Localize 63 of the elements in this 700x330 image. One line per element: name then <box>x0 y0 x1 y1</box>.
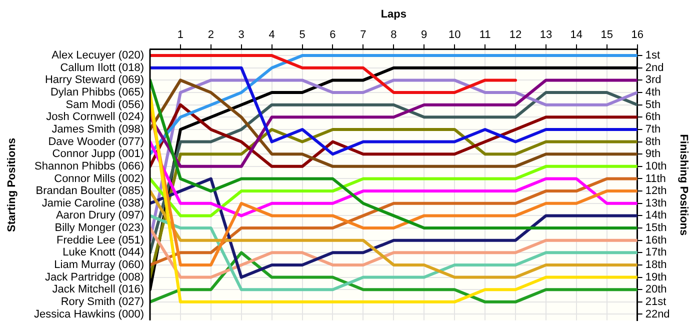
series-label: Harry Steward (069) <box>44 74 144 86</box>
y-tick-label: 15th <box>645 222 667 234</box>
y-tick-label: 12th <box>645 185 667 198</box>
y-tick-label: 5th <box>645 98 661 111</box>
x-tick-label: 2 <box>208 28 214 41</box>
x-tick-label: 11 <box>479 28 491 41</box>
series-label: Sam Modi (056) <box>66 98 144 111</box>
series-label: Rory Smith (027) <box>60 296 144 308</box>
series-label: James Smith (098) <box>52 124 144 136</box>
x-tick-label: 15 <box>600 28 613 41</box>
series-label: Aaron Drury (097) <box>56 210 144 222</box>
y-tick-label: 22nd <box>645 308 670 320</box>
y-tick-label: 6th <box>645 111 661 124</box>
x-tick-label: 9 <box>421 28 428 41</box>
x-tick-label: 12 <box>509 28 522 41</box>
x-tick-label: 8 <box>390 28 397 41</box>
y-tick-label: 1st <box>645 50 660 62</box>
series-label: Liam Murray (060) <box>54 259 144 271</box>
x-tick-label: 13 <box>540 28 552 41</box>
series-label: Connor Jupp (001) <box>52 148 144 160</box>
x-tick-label: 4 <box>268 28 275 41</box>
y-tick-label: 13th <box>645 197 667 210</box>
series-label: Shannon Phibbs (066) <box>34 160 144 172</box>
y-tick-label: 7th <box>645 124 661 136</box>
x-tick-label: 10 <box>448 28 461 41</box>
series-label: Connor Mills (002) <box>54 172 144 185</box>
y-tick-label: 4th <box>645 86 661 99</box>
x-tick-label: 7 <box>360 28 366 41</box>
x-tick-label: 3 <box>238 28 244 41</box>
series-label: Callum Ilott (018) <box>60 62 144 74</box>
x-tick-label: 1 <box>177 28 184 41</box>
series-label: Jack Partridge (008) <box>44 271 144 284</box>
y-tick-label: 19th <box>645 271 667 284</box>
x-tick-label: 5 <box>299 28 306 41</box>
y-tick-label: 21st <box>645 296 666 308</box>
x-axis-title: Laps <box>380 8 407 21</box>
text: Starting Positions <box>6 138 18 232</box>
x-tick-label: 6 <box>330 28 336 41</box>
series-label: Alex Lecuyer (020) <box>52 50 144 62</box>
y-tick-label: 16th <box>645 234 667 246</box>
series-label: Jamie Caroline (038) <box>42 197 144 210</box>
y-tick-label: 18th <box>645 259 667 271</box>
y-tick-label: 2nd <box>645 62 664 74</box>
y-tick-label: 10th <box>645 160 667 172</box>
series-label: Dylan Phibbs (065) <box>50 86 144 99</box>
series-label: Freddie Lee (051) <box>56 234 144 246</box>
series-label: Luke Knott (044) <box>62 246 144 259</box>
series-label: Billy Monger (023) <box>54 222 144 234</box>
y-tick-label: 17th <box>645 246 667 259</box>
series-label: Dave Wooder (077) <box>48 136 144 148</box>
y-tick-label: 14th <box>645 210 667 222</box>
y-tick-label: 8th <box>645 136 661 148</box>
series-label: Brandan Boulter (085) <box>36 185 144 198</box>
y-axis-title: Finishing Positions <box>677 134 690 236</box>
x-tick-label: 16 <box>631 28 644 41</box>
y-tick-label: 20th <box>645 284 667 296</box>
text: Jessica Hawkins (000) <box>34 308 144 320</box>
series-label: Josh Cornwell (024) <box>46 111 144 124</box>
y-tick-label: 9th <box>645 148 661 160</box>
y-tick-label: 11th <box>645 172 666 185</box>
x-tick-label: 14 <box>570 28 583 41</box>
y-tick-label: 3rd <box>645 74 662 86</box>
series-label: Jack Mitchell (016) <box>52 284 144 296</box>
